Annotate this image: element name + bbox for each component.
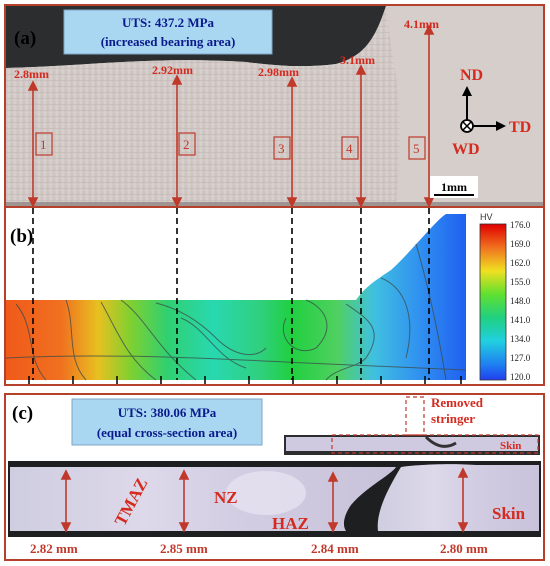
uts-value-c: UTS: 380.06 MPa	[118, 405, 217, 420]
panel-c-figure: (c) UTS: 380.06 MPa (equal cross-section…	[8, 395, 541, 556]
thickness-c-3: 2.84 mm	[311, 541, 359, 556]
zone-number-3: 3	[278, 141, 285, 156]
uts-box-c	[71, 398, 263, 446]
colorbar-tick: 169.0	[510, 239, 531, 249]
panel-b-label: (b)	[10, 226, 33, 247]
thickness-label-5: 4.1mm	[404, 17, 439, 31]
thickness-label-2: 2.92mm	[152, 63, 193, 77]
uts-box-a	[63, 9, 273, 55]
colorbar-tick: 134.0	[510, 334, 531, 344]
axis-wd-label: WD	[452, 141, 480, 158]
colorbar-tick: 120.0	[510, 372, 531, 382]
weld-body	[6, 6, 400, 208]
panel-a-figure: 2.8mm 2.92mm 2.98mm 3.1mm 4.1mm 1 2 3 4 …	[6, 6, 543, 208]
thickness-c-4: 2.80 mm	[440, 541, 488, 556]
axis-nd-label: ND	[460, 67, 483, 84]
svg-text:1mm: 1mm	[441, 180, 467, 194]
zone-label-nz: NZ	[214, 488, 238, 507]
colorbar-tick: 155.0	[510, 277, 531, 287]
panel-b-hardness-map: (b) HV 176.0 169.0 162.0 155.0 148.0 141…	[4, 206, 545, 386]
colorbar-tick: 176.0	[510, 220, 531, 230]
thickness-c-1: 2.82 mm	[30, 541, 78, 556]
uts-value-a: UTS: 437.2 MPa	[122, 15, 215, 30]
inset-label-removed: Removed	[431, 395, 484, 410]
thickness-label-4: 3.1mm	[340, 53, 375, 67]
scale-bar: 1mm	[430, 176, 478, 198]
hardness-field	[6, 214, 466, 380]
uts-note-c: (equal cross-section area)	[97, 425, 237, 440]
colorbar-tick: 148.0	[510, 296, 531, 306]
hardness-colorbar: HV 176.0 169.0 162.0 155.0 148.0 141.0 1…	[479, 212, 531, 382]
colorbar-tick: 127.0	[510, 353, 531, 363]
panel-c-label: (c)	[12, 403, 33, 424]
zone-number-4: 4	[346, 141, 353, 156]
axis-triad: ND TD WD	[452, 67, 531, 158]
inset-specimen	[284, 396, 540, 455]
zone-label-skin: Skin	[492, 504, 526, 523]
panel-a-macrograph: 2.8mm 2.92mm 2.98mm 3.1mm 4.1mm 1 2 3 4 …	[4, 4, 545, 210]
thickness-c-2: 2.85 mm	[160, 541, 208, 556]
zone-number-5: 5	[413, 141, 420, 156]
panel-a-label: (a)	[14, 28, 36, 49]
zone-number-2: 2	[183, 137, 190, 152]
uts-note-a: (increased bearing area)	[101, 34, 236, 49]
inset-label-skin: Skin	[500, 440, 521, 452]
colorbar-tick: 162.0	[510, 258, 531, 268]
axis-td-label: TD	[509, 119, 531, 136]
zone-label-haz: HAZ	[272, 514, 309, 533]
colorbar-tick: 141.0	[510, 315, 531, 325]
zone-number-1: 1	[40, 137, 47, 152]
panel-c-macrograph: (c) UTS: 380.06 MPa (equal cross-section…	[4, 393, 545, 561]
thickness-label-1: 2.8mm	[14, 67, 49, 81]
thickness-label-3: 2.98mm	[258, 65, 299, 79]
hardness-contour-map: (b) HV 176.0 169.0 162.0 155.0 148.0 141…	[5, 208, 531, 384]
inset-label-stringer: stringer	[431, 411, 475, 426]
colorbar-unit: HV	[480, 212, 493, 222]
